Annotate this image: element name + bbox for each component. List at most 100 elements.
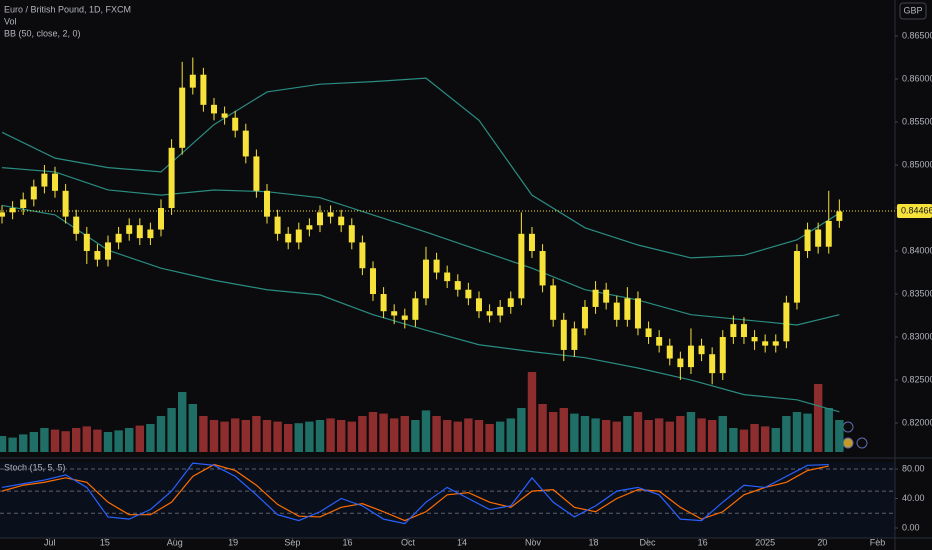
candle-body <box>94 251 101 260</box>
candle-body <box>422 259 429 299</box>
candle-body <box>698 345 705 355</box>
volume-bar <box>103 432 113 452</box>
volume-bar <box>707 420 717 452</box>
volume-bar <box>389 418 399 452</box>
x-tick-label: 19 <box>228 537 238 547</box>
currency-box[interactable] <box>899 2 927 20</box>
volume-bar <box>19 434 28 452</box>
volume-bar <box>739 429 749 452</box>
x-tick-label: 18 <box>588 537 598 547</box>
icon[interactable] <box>856 437 868 449</box>
y-tick-label: 0.82000 <box>902 417 932 427</box>
y-tick-label: 0.86500 <box>902 30 932 40</box>
x-tick-label: 2025 <box>755 537 775 547</box>
y-tick-label: 0.83000 <box>902 331 932 341</box>
x-tick-label: Feb <box>870 537 886 547</box>
volume-bar <box>559 408 568 452</box>
volume-bar <box>813 384 823 452</box>
candle-body <box>518 233 525 299</box>
y-tick-label: 0.86000 <box>902 73 932 83</box>
candle-body <box>221 113 228 118</box>
x-tick-label: Jul <box>44 537 56 547</box>
x-tick-label: 16 <box>698 537 708 547</box>
stoch-label: Stoch (15, 5, 5) <box>4 462 66 472</box>
candle-body <box>369 268 376 295</box>
candle-body <box>83 233 90 252</box>
volume-bar <box>803 413 812 452</box>
candle-body <box>550 285 557 320</box>
x-tick-label: Aug <box>167 537 183 547</box>
volume-bar <box>125 428 134 452</box>
candle-body <box>677 358 684 368</box>
candle-body <box>401 315 408 320</box>
candle-body <box>338 216 345 226</box>
volume-bar <box>230 418 240 452</box>
candle-body <box>709 354 716 374</box>
candle-body <box>285 233 292 243</box>
volume-bar <box>61 431 70 452</box>
candle-body <box>666 345 673 359</box>
volume-bar <box>538 404 547 452</box>
volume-bar <box>283 424 293 452</box>
candle-body <box>645 328 652 338</box>
y-tick-label: 0.85500 <box>902 116 932 126</box>
volume-bar <box>442 420 452 452</box>
candle-body <box>348 225 355 243</box>
candle-body <box>62 190 69 217</box>
candle-body <box>571 328 578 350</box>
candle-body <box>179 87 186 148</box>
x-tick-label: Sep <box>284 537 300 547</box>
candle-body <box>719 337 726 374</box>
volume-bar <box>570 413 579 452</box>
x-tick-label: 20 <box>817 537 827 547</box>
x-tick-label: 14 <box>457 537 467 547</box>
volume-bar <box>379 413 388 452</box>
volume-bar <box>580 416 590 452</box>
currency[interactable]: GBP <box>903 5 922 15</box>
icon[interactable] <box>842 437 854 449</box>
candle-body <box>592 289 599 307</box>
candle-body <box>210 104 217 114</box>
y-tick-label: 0.85000 <box>902 159 932 169</box>
candle-body <box>73 216 80 234</box>
volume-bar <box>326 418 335 452</box>
volume-bar <box>188 404 198 452</box>
candle-body <box>147 229 154 239</box>
candle-body <box>730 324 737 338</box>
volume-bar <box>792 412 802 452</box>
candle-body <box>30 186 37 200</box>
volume-bar <box>686 412 696 452</box>
volume-bar <box>178 392 187 452</box>
bb-upper <box>1 77 840 259</box>
volume-bar <box>485 424 494 452</box>
y-tick-label: 0.84000 <box>902 245 932 255</box>
volume-bar <box>591 418 600 452</box>
candle-body <box>603 289 610 303</box>
volume-bar <box>665 421 674 452</box>
candle-body <box>136 225 143 239</box>
volume-bar <box>114 430 123 452</box>
volume-bar <box>411 420 420 452</box>
volume-bar <box>464 418 473 452</box>
candle-body <box>9 208 16 213</box>
candle-body <box>126 225 133 234</box>
volume-bar <box>29 432 39 452</box>
candle-body <box>507 298 514 307</box>
candle-body <box>560 319 567 350</box>
bb-label: BB (50, close, 2, 0) <box>4 28 81 38</box>
candle-body <box>105 242 112 260</box>
candle-body <box>454 281 461 290</box>
candle-body <box>613 302 620 320</box>
volume-bar <box>782 416 791 452</box>
volume-bar <box>40 428 49 452</box>
volume-bar <box>517 408 526 452</box>
volume-bar <box>400 416 409 452</box>
candle-body <box>444 272 451 282</box>
volume-bar <box>718 416 727 452</box>
candle-body <box>581 306 588 329</box>
volume-bar <box>336 420 346 452</box>
volume-bar <box>199 416 208 452</box>
volume-bar <box>241 420 250 452</box>
candle-body <box>115 233 122 243</box>
